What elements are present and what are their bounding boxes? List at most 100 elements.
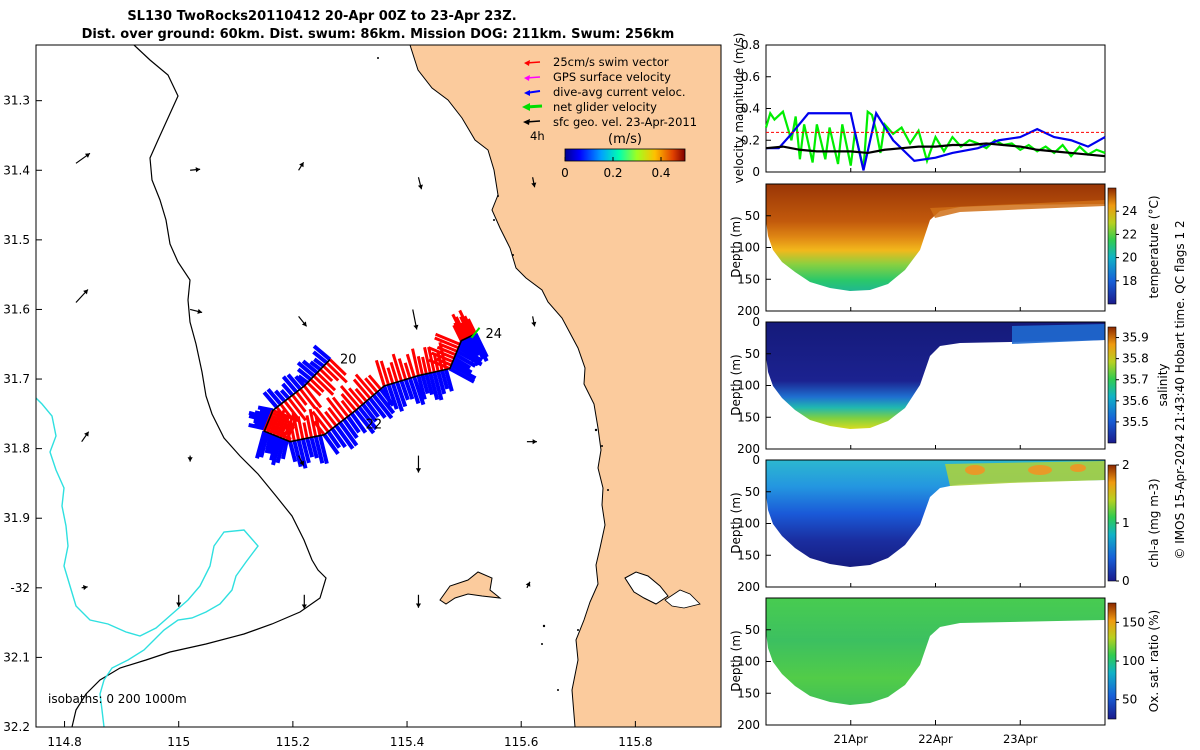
colorbar-tick-label: 1 — [1122, 516, 1130, 530]
swim-vector — [312, 375, 335, 396]
swim-vector — [266, 417, 275, 434]
inlet — [624, 571, 669, 605]
time-axis-ticks: 21Apr 22Apr 23Apr — [833, 168, 1038, 746]
swim-vector — [458, 309, 474, 337]
swim-vector — [436, 345, 457, 357]
swim-vector — [354, 373, 375, 397]
swim-vector — [306, 381, 322, 397]
depth-tick-label: 150 — [737, 410, 760, 424]
geo-vector-head — [299, 460, 304, 466]
map-panel: 20 22 24 114.8 115 115.2 115.4 115.6 115.8 31.3 3… — [3, 44, 722, 749]
colorbar-tick-label: 35.9 — [1122, 331, 1149, 345]
current-vector — [375, 390, 396, 415]
swim-vector — [325, 396, 346, 421]
temperature-ticks: 50 100 150 200 18 20 22 24 — [737, 204, 1137, 318]
current-vector — [326, 430, 342, 449]
map-ytick-label: 32.1 — [3, 650, 30, 664]
current-vector — [407, 377, 421, 405]
current-vector — [286, 373, 302, 391]
swim-vector — [434, 332, 461, 346]
map-ytick-label: 31.4 — [3, 163, 30, 177]
swim-vectors — [262, 309, 477, 442]
legend-gps-label: GPS surface velocity — [553, 70, 671, 84]
chart-title-line1: SL130 TwoRocks20110412 20-Apr 00Z to 23-… — [127, 9, 516, 24]
current-vector — [297, 374, 309, 385]
net-velocity-vector — [470, 327, 481, 339]
map-ytick-label: 31.8 — [3, 442, 30, 456]
current-vector — [279, 388, 291, 400]
depth-tick-label: 150 — [737, 686, 760, 700]
current-vector — [322, 433, 340, 456]
swim-vector — [364, 377, 379, 394]
swim-vector — [299, 388, 317, 410]
oxygen-ylabel: Depth (m) — [729, 630, 743, 691]
swim-vector — [272, 408, 286, 436]
oxygen-clabel: Ox. sat. ratio (%) — [1147, 610, 1161, 712]
velocity-ytick-label: 0.8 — [741, 38, 760, 52]
geo-vector-head — [415, 468, 422, 473]
swim-vector — [428, 358, 451, 370]
time-tick-label: 23Apr — [1003, 732, 1038, 746]
current-vector — [259, 409, 273, 415]
swim-vector — [416, 355, 424, 376]
swim-vector — [311, 410, 330, 433]
current-vector — [382, 385, 393, 406]
map-xtick-label: 114.8 — [47, 735, 81, 749]
swim-vector — [305, 415, 313, 438]
time-tick-label: 21Apr — [833, 732, 868, 746]
current-vector — [361, 403, 378, 423]
depth-tick-label: 50 — [745, 485, 760, 499]
velocity-ytick-label: 0.6 — [741, 70, 760, 84]
swim-vector — [309, 378, 325, 393]
current-vector — [444, 368, 454, 392]
isobath-200 — [71, 45, 327, 727]
current-vector — [318, 435, 329, 465]
map-xtick-label: 115.6 — [504, 735, 538, 749]
credit-text: © IMOS 15-Apr-2024 21:43:40 Hobart time.… — [1173, 220, 1187, 559]
swim-vector — [327, 406, 342, 424]
current-vector — [357, 406, 378, 431]
colorbar-tick-label: 35.8 — [1122, 352, 1149, 366]
chla-high-patches — [965, 464, 1086, 475]
swim-vector — [291, 394, 307, 413]
current-vector — [403, 378, 415, 400]
swim-vector — [269, 411, 281, 435]
swim-vector — [278, 421, 289, 439]
current-vector — [428, 372, 440, 401]
map-ytick-label: 31.7 — [3, 372, 30, 386]
current-vector — [412, 376, 426, 406]
geo-vector-head — [84, 431, 89, 437]
swim-vector — [452, 324, 463, 342]
velocity-lines — [764, 109, 1106, 171]
colorbar-tick-label: 150 — [1122, 615, 1145, 629]
depth-tick-label: 100 — [737, 655, 760, 669]
swim-vector — [421, 356, 428, 375]
time-tick-label: 22Apr — [918, 732, 953, 746]
current-vector — [436, 370, 447, 395]
temperature-clabel: temperature (°C) — [1147, 196, 1161, 299]
velocity-panel: 0 0.2 0.4 0.6 0.8 velocity magnitude (m/s) — [732, 33, 1106, 183]
depth-tick-label: 100 — [737, 241, 760, 255]
swim-vector — [287, 397, 307, 422]
swim-vector — [296, 416, 305, 440]
depth-tick-label: 50 — [745, 209, 760, 223]
estuary — [664, 589, 701, 609]
legend-gps: GPS surface velocity — [524, 70, 671, 84]
colorbar-tick-label: 24 — [1122, 204, 1137, 218]
legend-4h: 4h — [530, 129, 545, 143]
swim-vector — [308, 408, 318, 437]
current-vector — [296, 439, 308, 469]
swim-vector — [459, 316, 472, 338]
geo-vector-head — [197, 308, 203, 314]
salinity-shelf — [1012, 324, 1105, 344]
current-vector — [254, 410, 272, 418]
depth-tick-label: 50 — [745, 623, 760, 637]
swim-vector — [354, 387, 368, 403]
current-vector — [334, 424, 355, 450]
map-colorbar-tick-label: 0.2 — [603, 166, 622, 180]
swim-vector — [434, 336, 459, 350]
current-vector — [266, 388, 283, 406]
swim-vector — [340, 393, 357, 412]
